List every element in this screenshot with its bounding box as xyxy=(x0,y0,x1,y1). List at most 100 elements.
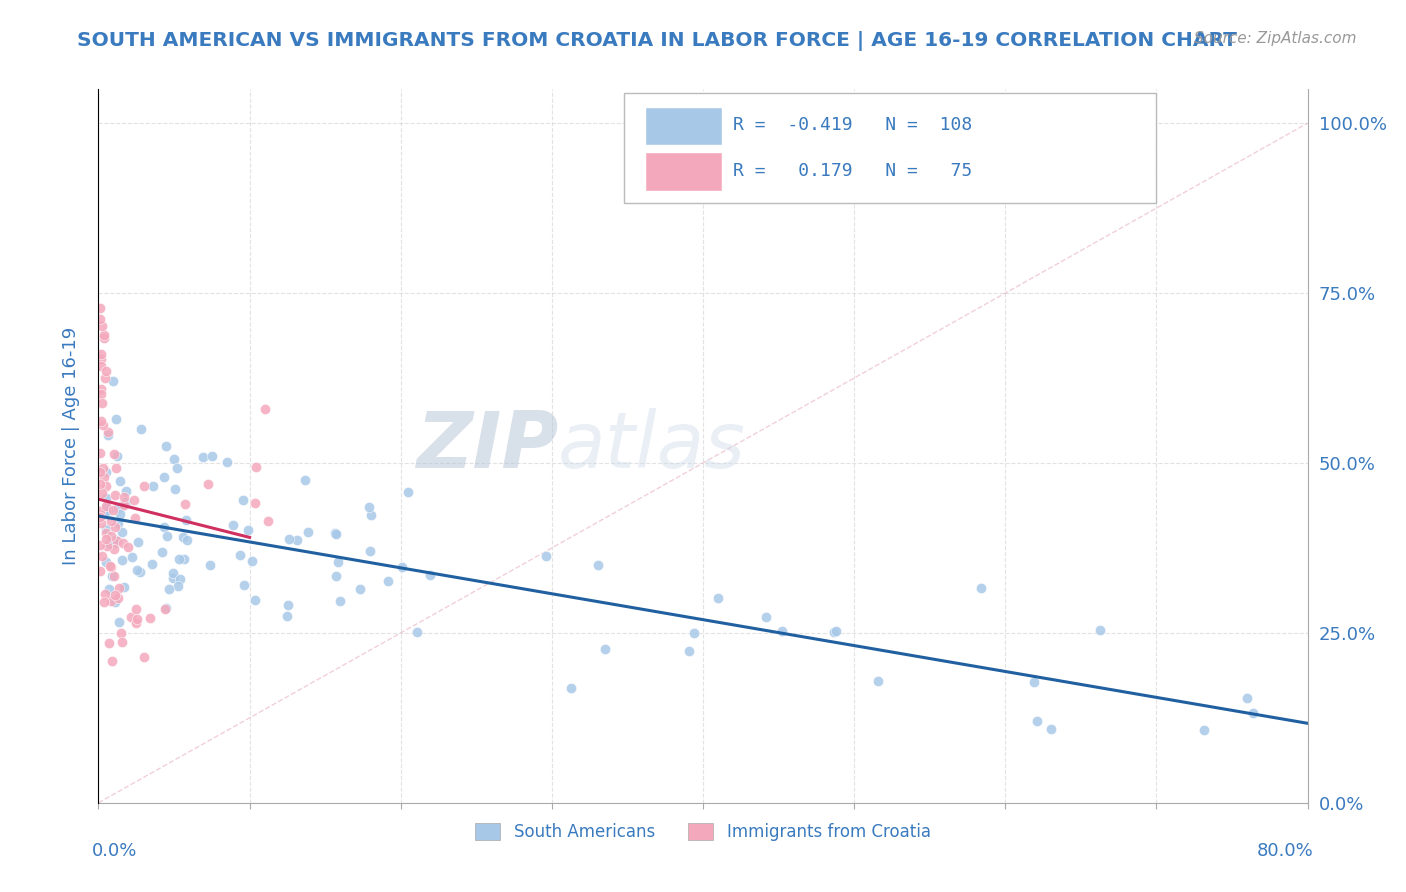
Point xyxy=(150,545,173,559)
Point xyxy=(108,582,131,596)
Point xyxy=(89,301,111,316)
Point xyxy=(174,497,197,511)
Point xyxy=(110,474,132,488)
Point xyxy=(325,527,347,541)
Point xyxy=(391,559,413,574)
Point xyxy=(94,508,117,522)
Point xyxy=(243,496,266,510)
Point xyxy=(277,598,299,612)
Point xyxy=(163,483,186,497)
Point xyxy=(129,422,152,436)
Point xyxy=(96,533,118,547)
Point xyxy=(94,491,117,505)
Point xyxy=(90,346,112,360)
Point xyxy=(325,569,347,583)
Point xyxy=(112,497,135,511)
Point xyxy=(90,387,112,401)
Point xyxy=(419,567,441,582)
Point xyxy=(1241,706,1264,720)
Point xyxy=(111,525,134,540)
Point xyxy=(103,569,125,583)
Point xyxy=(98,559,121,574)
Point xyxy=(97,535,120,549)
Point xyxy=(97,425,120,439)
Point xyxy=(93,470,115,484)
FancyBboxPatch shape xyxy=(624,93,1157,203)
Point xyxy=(1039,722,1062,736)
Point xyxy=(107,449,129,463)
Point xyxy=(89,312,111,326)
Point xyxy=(142,479,165,493)
Point xyxy=(1236,691,1258,706)
Point xyxy=(294,473,316,487)
Point xyxy=(93,328,115,343)
Point xyxy=(101,569,124,583)
Point xyxy=(323,525,346,540)
Point xyxy=(94,522,117,536)
Point xyxy=(588,558,610,572)
Point xyxy=(329,594,352,608)
Point xyxy=(139,611,162,625)
Point xyxy=(93,587,115,601)
Point xyxy=(120,610,142,624)
Point xyxy=(107,500,129,515)
Point xyxy=(328,555,350,569)
Point xyxy=(111,499,134,513)
Point xyxy=(132,649,155,664)
Point xyxy=(105,533,128,547)
Point xyxy=(90,382,112,396)
Point xyxy=(132,479,155,493)
Point xyxy=(823,625,845,640)
Point xyxy=(174,513,197,527)
Point xyxy=(94,504,117,518)
Point xyxy=(201,450,224,464)
Point xyxy=(89,504,111,518)
Point xyxy=(121,550,143,565)
Text: R =   0.179   N =   75: R = 0.179 N = 75 xyxy=(734,161,973,180)
Point xyxy=(169,573,191,587)
Point xyxy=(176,533,198,547)
Point xyxy=(240,554,263,568)
Point xyxy=(162,566,184,580)
Point xyxy=(825,624,848,638)
Point xyxy=(197,476,219,491)
Point xyxy=(101,502,124,516)
Point xyxy=(683,626,706,640)
Point xyxy=(90,351,112,366)
Point xyxy=(1025,714,1047,729)
Point xyxy=(173,552,195,566)
Point xyxy=(166,460,188,475)
Point xyxy=(97,427,120,442)
Point xyxy=(125,612,148,626)
Text: SOUTH AMERICAN VS IMMIGRANTS FROM CROATIA IN LABOR FORCE | AGE 16-19 CORRELATION: SOUTH AMERICAN VS IMMIGRANTS FROM CROATI… xyxy=(77,31,1237,51)
Point xyxy=(104,461,127,475)
Point xyxy=(100,560,122,574)
Point xyxy=(232,492,254,507)
Point xyxy=(141,558,163,572)
Point xyxy=(153,519,176,533)
Point xyxy=(360,508,382,523)
Point xyxy=(287,533,309,548)
Point xyxy=(100,528,122,542)
Point xyxy=(125,602,148,616)
Legend: South Americans, Immigrants from Croatia: South Americans, Immigrants from Croatia xyxy=(468,816,938,848)
Text: Source: ZipAtlas.com: Source: ZipAtlas.com xyxy=(1194,31,1357,46)
Point xyxy=(277,533,299,547)
Point xyxy=(232,578,254,592)
Point xyxy=(89,538,111,552)
Point xyxy=(89,510,111,524)
Point xyxy=(89,465,111,479)
Point xyxy=(101,374,124,388)
Point xyxy=(100,514,122,528)
Point xyxy=(96,499,118,513)
Point xyxy=(104,536,127,550)
Point xyxy=(104,488,127,502)
Text: 0.0%: 0.0% xyxy=(93,842,138,860)
Text: atlas: atlas xyxy=(558,408,745,484)
Point xyxy=(104,595,127,609)
Point xyxy=(297,524,319,539)
Point xyxy=(94,364,117,378)
Point xyxy=(357,500,380,514)
Point xyxy=(595,642,617,657)
Point xyxy=(91,549,114,563)
